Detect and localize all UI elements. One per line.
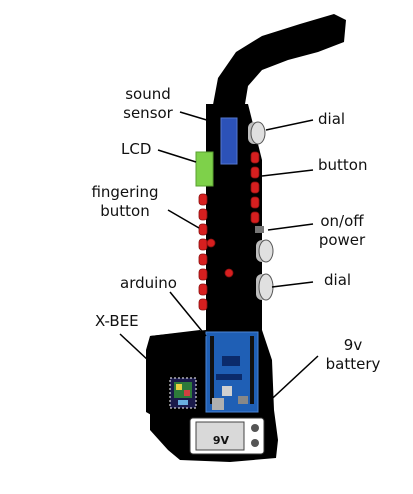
button bbox=[250, 211, 260, 224]
label-lcd: LCD bbox=[121, 140, 152, 158]
fingering-button bbox=[198, 268, 208, 281]
fingering-button bbox=[198, 238, 208, 251]
fingering-buttons bbox=[198, 193, 234, 311]
label-battery-line2: battery bbox=[325, 355, 381, 373]
label-onoff-line1: on/off bbox=[320, 212, 364, 230]
battery-case bbox=[189, 417, 265, 455]
dial-mid bbox=[256, 239, 274, 263]
right-buttons bbox=[250, 151, 260, 224]
label-fingering-line2: button bbox=[100, 202, 150, 220]
lcd-screen bbox=[195, 151, 214, 187]
fingering-button bbox=[198, 223, 208, 236]
label-9v-battery: 9v battery bbox=[320, 336, 386, 374]
fingering-button bbox=[198, 193, 208, 206]
dial-top bbox=[248, 121, 266, 145]
saxophone-neck bbox=[212, 14, 346, 110]
label-onoff-line2: power bbox=[318, 231, 366, 249]
label-arduino: arduino bbox=[120, 274, 177, 292]
label-fingering-button: fingering button bbox=[86, 183, 164, 221]
fingering-button bbox=[198, 283, 208, 296]
fingering-button-round bbox=[224, 268, 234, 278]
dial-bottom bbox=[256, 273, 274, 301]
battery-case-label: 9V bbox=[212, 434, 230, 447]
leader-lines bbox=[119, 111, 319, 409]
label-button: button bbox=[318, 156, 368, 174]
label-fingering-line1: fingering bbox=[91, 183, 159, 201]
button bbox=[250, 181, 260, 194]
label-dial-top: dial bbox=[318, 110, 346, 128]
button bbox=[250, 196, 260, 209]
fingering-button bbox=[198, 298, 208, 311]
arduino-usb bbox=[212, 398, 224, 410]
label-dial-bottom: dial bbox=[324, 271, 352, 289]
fingering-button-round bbox=[206, 238, 216, 248]
power-switch bbox=[255, 226, 264, 233]
fingering-button bbox=[198, 253, 208, 266]
button bbox=[250, 166, 260, 179]
label-onoff-power: on/off power bbox=[316, 212, 368, 250]
fingering-button bbox=[198, 208, 208, 221]
label-sound-line1: sound bbox=[125, 85, 171, 103]
label-sound-line2: sensor bbox=[123, 104, 173, 122]
label-xbee: X-BEE bbox=[95, 312, 139, 330]
button bbox=[250, 151, 260, 164]
label-battery-line1: 9v bbox=[343, 336, 363, 354]
xbee-module bbox=[169, 377, 197, 409]
sound-sensor bbox=[220, 117, 238, 165]
label-sound-sensor: sound sensor bbox=[117, 85, 179, 123]
